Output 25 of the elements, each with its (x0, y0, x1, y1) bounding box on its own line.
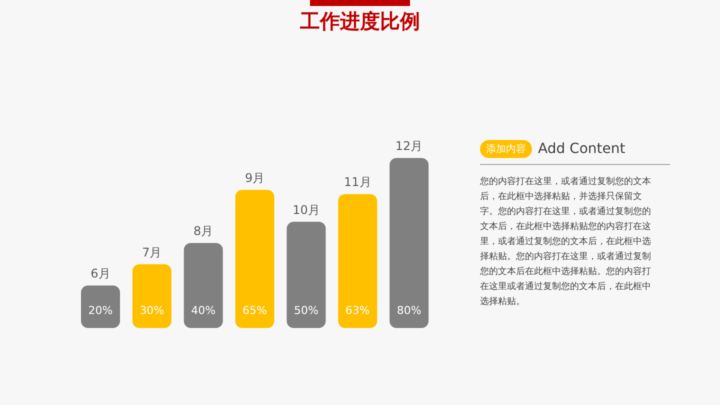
x-tick-label: 10月 (292, 202, 320, 217)
x-tick-label: 9月 (244, 170, 265, 185)
text: 您的内容打在这里，或者通过复制您的文本后，在此框中选择粘贴，并选择只保留文字。您的内容打在这里，或者通过复制您的文本后，在此框中选择粘贴您的内容打在这里，或者通过复制您的文本后，在此框中选择粘贴。您的内容打在这里，或者通过复制您的文本后在此框中选择粘贴。您的内容打在这里或者通过复制您的文本后，在此框中选择粘贴。 (480, 177, 651, 307)
x-tick-label: 6月 (90, 266, 110, 280)
bar (81, 286, 120, 328)
bar (235, 190, 274, 328)
bar (338, 194, 378, 328)
bar (286, 222, 326, 328)
bar (390, 158, 429, 328)
data-label: 63% (345, 304, 370, 317)
chart-title: 工作进度比例 (299, 8, 421, 35)
bar (184, 243, 223, 328)
data-label: 30% (140, 304, 164, 317)
text: 添加内容 (480, 140, 532, 158)
text: Add Content (538, 141, 626, 157)
data-label: 65% (242, 304, 268, 317)
bar (132, 264, 172, 328)
data-label: 40% (191, 304, 216, 317)
x-tick-label: 7月 (142, 245, 162, 260)
data-label: 80% (396, 304, 422, 317)
data-label: 20% (88, 304, 113, 317)
x-tick-label: 12月 (395, 139, 423, 153)
data-label: 50% (294, 304, 318, 317)
x-tick-label: 8月 (194, 224, 214, 238)
x-tick-label: 11月 (344, 175, 372, 190)
